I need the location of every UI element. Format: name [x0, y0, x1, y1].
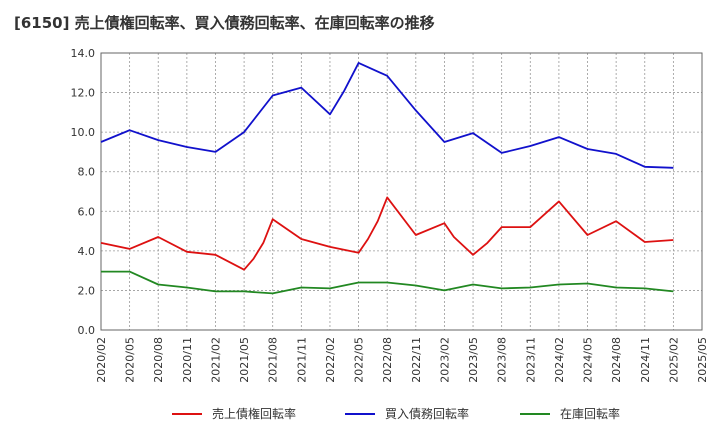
x-tick-label: 2025/05 [696, 337, 709, 383]
y-tick-label: 0.0 [78, 324, 96, 337]
y-tick-label: 6.0 [78, 205, 96, 218]
x-tick-label: 2021/11 [295, 337, 308, 383]
x-tick-label: 2024/11 [639, 337, 652, 383]
x-tick-label: 2024/08 [610, 337, 623, 383]
x-tick-label: 2020/05 [124, 337, 137, 383]
x-tick-label: 2024/05 [582, 337, 595, 383]
series-line [101, 270, 674, 295]
x-tick-label: 2022/08 [381, 337, 394, 383]
x-tick-label: 2022/02 [324, 337, 337, 383]
x-tick-label: 2022/05 [353, 337, 366, 383]
plot-frame [100, 52, 703, 331]
y-tick-label: 2.0 [78, 284, 96, 297]
x-tick-label: 2025/02 [667, 337, 680, 383]
series-line [100, 62, 674, 169]
y-tick-label: 14.0 [71, 47, 96, 60]
y-tick-label: 4.0 [78, 245, 96, 258]
x-tick-label: 2023/08 [496, 337, 509, 383]
x-tick-label: 2024/02 [553, 337, 566, 383]
y-tick-label: 10.0 [71, 126, 96, 139]
x-tick-label: 2020/11 [181, 337, 194, 383]
y-tick-label: 12.0 [71, 87, 96, 100]
legend-label: 在庫回転率 [560, 406, 620, 421]
x-tick-label: 2020/08 [152, 337, 165, 383]
legend: 売上債権回転率 買入債務回転率 在庫回転率 [172, 406, 620, 421]
x-tick-label: 2023/02 [438, 337, 451, 383]
chart-title: [6150] 売上債権回転率、買入債務回転率、在庫回転率の推移 [14, 14, 435, 32]
y-axis-ticks: 0.0 2.0 4.0 6.0 8.0 10.0 12.0 14.0 [71, 47, 96, 337]
legend-label: 売上債権回転率 [212, 406, 296, 421]
x-tick-label: 2020/02 [95, 337, 108, 383]
x-tick-label: 2022/11 [410, 337, 423, 383]
x-tick-label: 2021/02 [209, 337, 222, 383]
x-tick-label: 2023/05 [467, 337, 480, 383]
x-tick-label: 2021/05 [238, 337, 251, 383]
y-tick-label: 8.0 [78, 166, 96, 179]
x-tick-label: 2023/11 [524, 337, 537, 383]
legend-label: 買入債務回転率 [385, 406, 469, 421]
series-layer [100, 62, 674, 295]
x-axis-ticks: 2020/02 2020/05 2020/08 2020/11 2021/02 2021/… [95, 337, 709, 383]
series-line [100, 196, 674, 271]
x-tick-label: 2021/08 [267, 337, 280, 383]
